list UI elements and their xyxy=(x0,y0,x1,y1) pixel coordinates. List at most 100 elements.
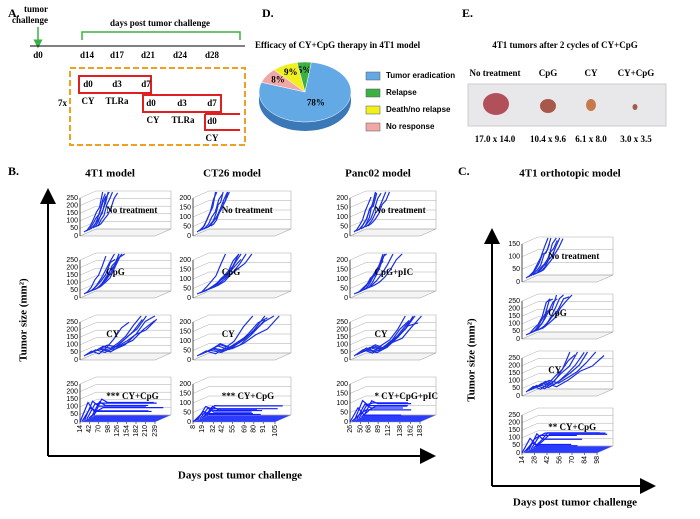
grid-line xyxy=(521,331,613,340)
curve xyxy=(535,433,608,448)
grid-line xyxy=(349,337,436,346)
y-tick-label: 50 xyxy=(183,223,191,230)
y-tick-label: 0 xyxy=(344,295,348,302)
panel-letter: C. xyxy=(458,164,470,178)
day-label: d21 xyxy=(141,50,156,60)
curve xyxy=(83,255,107,295)
panel-c: C. 4T1 orthotopic model Tumor size (mm²)… xyxy=(458,164,656,509)
group-size: 6.1 x 8.0 xyxy=(575,134,607,144)
curve xyxy=(537,351,589,388)
curve xyxy=(367,315,414,351)
y-tick-label: 150 xyxy=(179,328,191,335)
floor xyxy=(192,290,292,299)
grid-line xyxy=(192,200,291,208)
grid-line xyxy=(192,290,291,299)
y-tick-label: 50 xyxy=(70,287,78,294)
y-tick-label: 200 xyxy=(508,362,520,369)
y-tick-label: 50 xyxy=(340,285,348,292)
grid-line xyxy=(79,205,171,214)
y-tick-label: 200 xyxy=(66,202,78,209)
x-tick-label: 50 xyxy=(358,425,365,433)
cycle-agent: TLRa xyxy=(171,115,195,125)
day-label: d0 xyxy=(33,50,43,60)
group-label: CpG+pIC xyxy=(375,267,414,277)
group-label: CpG xyxy=(106,267,125,277)
x-tick-label: 126 xyxy=(114,425,121,437)
x-tick-label: 162 xyxy=(407,425,414,437)
y-tick-label: 0 xyxy=(187,357,191,364)
y-tick-label: 0 xyxy=(516,393,520,400)
grid-line xyxy=(79,228,171,237)
group-label: No treatment xyxy=(548,251,599,261)
curve xyxy=(210,253,253,289)
cycle-agent: CY xyxy=(147,115,160,125)
x-axis-label: Days post tumor challenge xyxy=(513,497,637,509)
y-tick-label: 250 xyxy=(66,257,78,264)
grid-line xyxy=(192,352,291,361)
y-tick-label: 0 xyxy=(344,357,348,364)
panel-letter: E. xyxy=(462,6,473,20)
group-label: * CY+CpG+pIC xyxy=(375,391,439,401)
y-tick-label: 200 xyxy=(179,319,191,326)
tumor xyxy=(540,99,556,113)
panel-title: 4T1 orthotopic model xyxy=(519,168,620,180)
slice-label: 5% xyxy=(298,65,312,75)
group-size: 17.0 x 14.0 xyxy=(475,134,516,144)
y-tick-label: 50 xyxy=(340,409,348,416)
grid-line xyxy=(192,209,291,218)
y-tick-label: 150 xyxy=(66,272,78,279)
cycle-box xyxy=(78,75,152,94)
cycle-day: d7 xyxy=(141,79,151,89)
panel-letter: B. xyxy=(8,164,19,178)
y-tick-label: 100 xyxy=(179,276,191,283)
curve xyxy=(533,432,600,449)
legend-label: No response xyxy=(386,122,435,131)
cycle-day: d0 xyxy=(83,79,93,89)
cycle-day: d3 xyxy=(177,98,187,108)
grid-line xyxy=(79,337,171,346)
curve xyxy=(97,192,119,227)
y-tick-label: 50 xyxy=(183,285,191,292)
y-tick-label: 250 xyxy=(508,298,520,305)
challenge-label: tumor xyxy=(24,4,48,14)
curve xyxy=(362,315,422,353)
y-tick-label: 0 xyxy=(74,295,78,302)
day-label: d24 xyxy=(173,50,188,60)
group-label: CY xyxy=(375,329,388,339)
y-tick-label: 0 xyxy=(74,233,78,240)
legend-swatch xyxy=(365,105,381,115)
x-axis-label: Days post tumor challenge xyxy=(178,470,302,482)
grid-line xyxy=(521,381,613,389)
x-tick-label: 80 xyxy=(251,425,258,433)
y-tick-label: 0 xyxy=(74,357,78,364)
y-tick-label: 50 xyxy=(70,349,78,356)
floor xyxy=(192,352,292,361)
panel-letter: D. xyxy=(262,6,274,20)
day-label: d17 xyxy=(110,50,125,60)
curve xyxy=(362,191,377,229)
curve xyxy=(367,253,403,289)
group-size: 3.0 x 3.5 xyxy=(620,134,652,144)
y-axis-label: Tumor size (mm²) xyxy=(466,318,478,402)
y-tick-label: 0 xyxy=(516,450,520,457)
grid-line xyxy=(521,407,613,416)
curve xyxy=(539,351,597,387)
group-name: CY xyxy=(585,68,598,78)
y-tick-label: 0 xyxy=(187,419,191,426)
grid-line xyxy=(192,395,291,404)
legend-label: Death/no relapse xyxy=(386,105,451,114)
pie-slice xyxy=(273,62,306,93)
model-title: 4T1 model xyxy=(85,168,135,180)
grid-line xyxy=(349,262,436,270)
y-tick-label: 150 xyxy=(66,210,78,217)
y-tick-label: 200 xyxy=(336,195,348,202)
grid-line xyxy=(349,376,436,385)
grid-line xyxy=(521,422,613,431)
grid-line xyxy=(521,308,613,317)
y-tick-label: 0 xyxy=(344,233,348,240)
bracket xyxy=(81,31,241,40)
cycle-agent: CY xyxy=(82,96,95,106)
legend-swatch xyxy=(365,71,381,81)
grid-line xyxy=(192,376,291,385)
